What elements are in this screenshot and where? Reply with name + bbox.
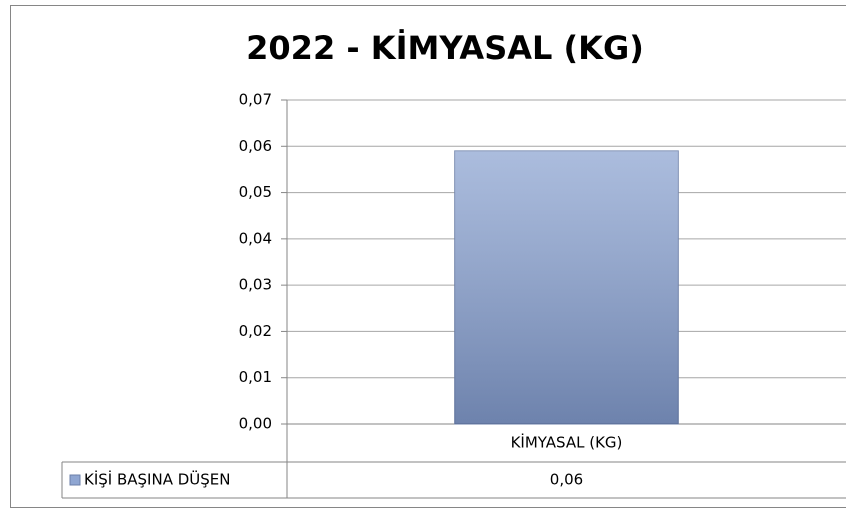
y-tick-label: 0,02 xyxy=(239,322,272,340)
data-label: 0,06 xyxy=(550,471,583,489)
bar-shade xyxy=(454,150,679,424)
legend-label: KİŞİ BAŞINA DÜŞEN xyxy=(84,470,230,489)
chart-border xyxy=(10,5,846,508)
y-tick-label: 0,07 xyxy=(239,91,272,109)
x-tick-label: KİMYASAL (KG) xyxy=(511,433,623,452)
y-tick-label: 0,01 xyxy=(239,368,272,386)
y-tick-label: 0,06 xyxy=(239,137,272,155)
y-tick-label: 0,03 xyxy=(239,276,272,294)
legend-key xyxy=(69,474,81,486)
chart-title: 2022 - KİMYASAL (KG) xyxy=(246,29,644,67)
y-tick-label: 0,04 xyxy=(239,229,272,247)
y-tick-label: 0,05 xyxy=(239,183,272,201)
y-tick-label: 0,00 xyxy=(239,415,272,433)
